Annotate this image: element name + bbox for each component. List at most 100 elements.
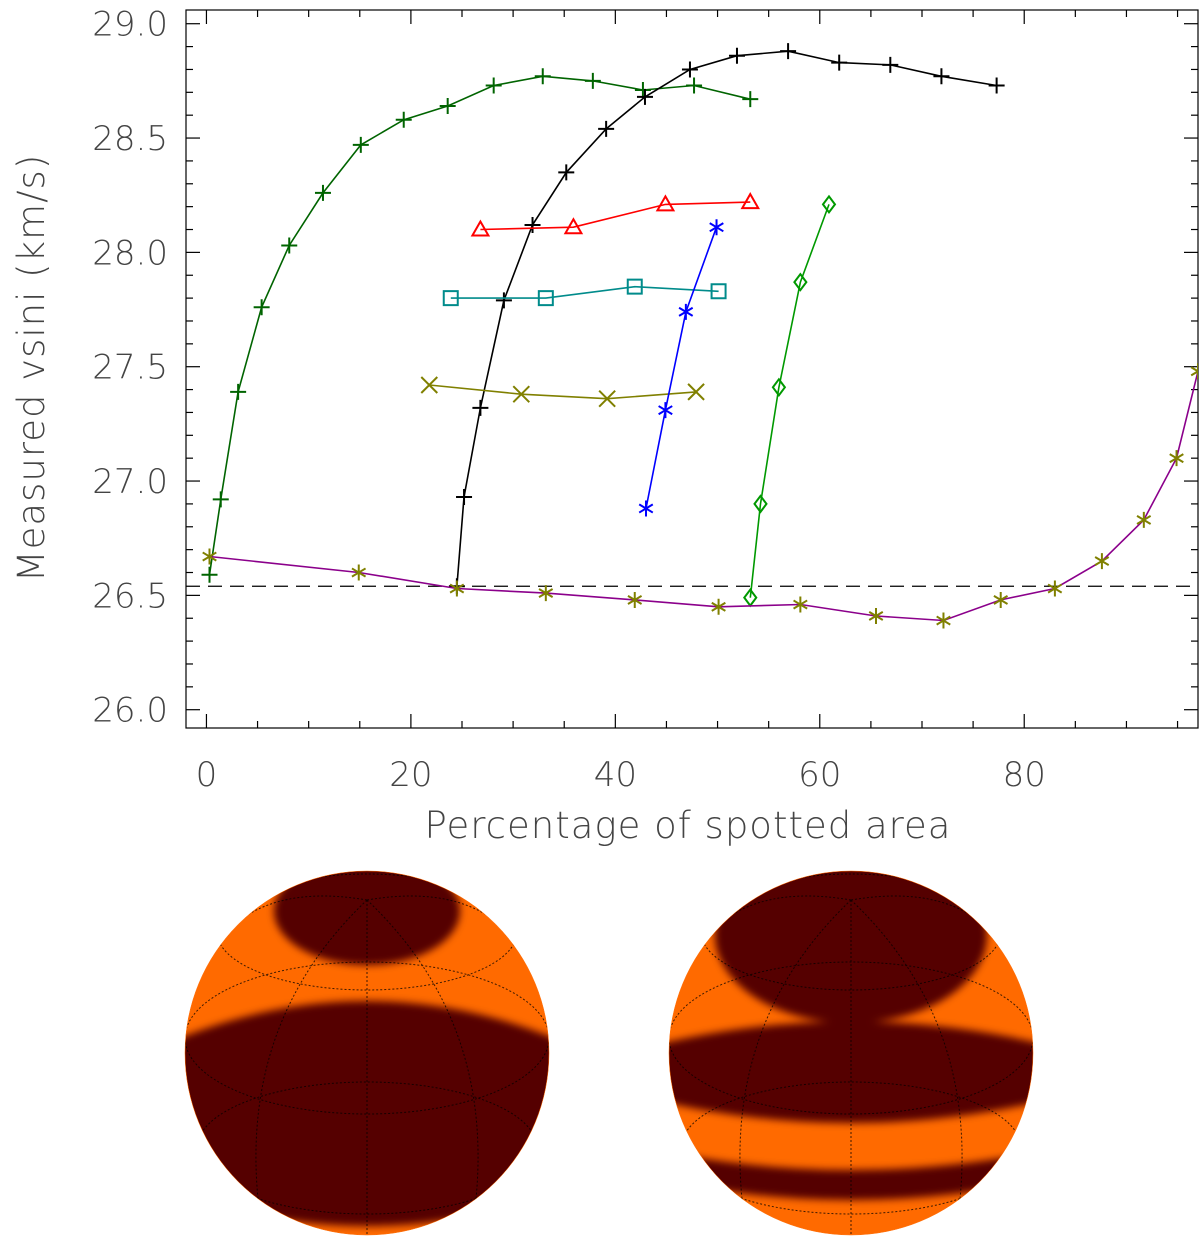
data-point-plus: [933, 68, 950, 85]
data-point-asterisk: [709, 219, 724, 236]
plot-frame: [185, 9, 1199, 729]
data-point-plus: [395, 111, 412, 128]
axis-tick-labels: 0 20 40 60 80 26.0 26.5 27.0 27.5 28.0 28.5 29.0: [92, 5, 1046, 795]
data-point-plus: [681, 61, 698, 78]
data-point-plus: [524, 216, 541, 233]
x-tick-label: 20: [389, 755, 432, 795]
sphere-right-lower-band: [669, 1150, 1033, 1200]
data-point-plus: [352, 136, 369, 153]
data-point-x: [687, 383, 705, 401]
sphere-right: [668, 870, 1034, 1236]
series-line: [749, 204, 830, 598]
data-point-plus: [495, 292, 512, 309]
sphere-left: [184, 870, 550, 1236]
series-3: [470, 192, 760, 237]
series-7: [743, 194, 837, 608]
data-point-diamond: [821, 194, 837, 215]
data-point-diamond: [753, 494, 768, 514]
data-point-triangle: [655, 194, 676, 212]
data-point-asterisk: [793, 596, 808, 613]
data-point-square: [537, 290, 554, 307]
y-tick-label: 28.0: [92, 233, 168, 273]
data-point-plus: [634, 82, 651, 99]
data-point-asterisk: [449, 580, 465, 597]
data-point-asterisk: [993, 591, 1009, 608]
data-point-plus: [281, 237, 298, 254]
y-tick-label: 29.0: [92, 5, 168, 45]
x-tick-label: 0: [196, 755, 218, 795]
y-tick-label: 28.5: [92, 119, 168, 159]
vsini-chart: 0 20 40 60 80 26.0 26.5 27.0 27.5 28.0 28.5 29.0 Pe…: [10, 5, 1199, 847]
data-point-triangle: [470, 219, 491, 237]
data-point-plus: [230, 383, 247, 400]
series-line: [645, 226, 718, 509]
sphere-right-polar-cap: [715, 871, 987, 1023]
data-point-asterisk: [351, 564, 367, 581]
data-point-plus: [742, 91, 759, 108]
data-point-asterisk: [711, 598, 726, 615]
series-line: [209, 371, 1198, 622]
series-line: [480, 201, 751, 231]
data-point-plus: [439, 98, 456, 115]
data-point-asterisk: [538, 585, 554, 602]
data-point-plus: [201, 566, 218, 583]
y-axis-title: Measured vsini (km/s): [10, 154, 53, 583]
series-1: [201, 68, 759, 583]
data-point-diamond: [771, 377, 787, 397]
data-point-asterisk: [868, 607, 884, 624]
data-point-plus: [212, 491, 229, 508]
data-point-asterisk: [678, 303, 694, 320]
y-tick-label: 27.0: [92, 462, 168, 502]
data-point-plus: [456, 489, 473, 506]
data-point-plus: [558, 164, 575, 181]
data-point-plus: [636, 88, 653, 105]
series-layer: [201, 43, 1198, 629]
series-6: [638, 219, 724, 517]
data-point-asterisk: [1190, 363, 1198, 380]
data-point-plus: [534, 68, 551, 85]
series-4: [442, 278, 727, 307]
data-point-asterisk: [638, 500, 654, 517]
data-point-triangle: [563, 217, 584, 235]
data-point-square: [626, 278, 643, 295]
data-point-plus: [728, 47, 745, 64]
data-point-square: [710, 283, 727, 300]
y-tick-label: 26.5: [92, 576, 168, 616]
series-line: [429, 384, 697, 400]
data-point-asterisk: [1169, 450, 1184, 467]
series-5: [420, 376, 705, 408]
data-point-plus: [686, 77, 703, 94]
data-point-plus: [485, 77, 502, 94]
data-point-plus: [314, 184, 331, 201]
series-line: [456, 50, 997, 587]
data-point-plus: [882, 56, 899, 73]
data-point-x: [598, 390, 616, 408]
x-axis-title: Percentage of spotted area: [425, 804, 952, 847]
data-point-asterisk: [1047, 580, 1063, 597]
x-tick-label: 60: [798, 755, 841, 795]
data-point-asterisk: [1094, 553, 1110, 570]
data-point-plus: [780, 43, 797, 60]
axis-ticks: [186, 10, 1198, 728]
series-line: [450, 285, 719, 299]
y-tick-label: 26.0: [92, 691, 168, 731]
data-point-square: [442, 290, 459, 307]
data-point-plus: [988, 77, 1005, 94]
data-point-plus: [598, 120, 615, 137]
data-point-asterisk: [627, 591, 643, 608]
data-point-plus: [584, 72, 601, 89]
series-8: [202, 363, 1198, 629]
x-tick-label: 80: [1003, 755, 1046, 795]
data-point-triangle: [740, 192, 760, 210]
data-point-plus: [831, 54, 848, 71]
data-point-asterisk: [1136, 511, 1152, 528]
data-point-asterisk: [658, 402, 673, 419]
data-point-x: [512, 385, 530, 403]
data-point-diamond: [793, 272, 808, 292]
data-point-plus: [472, 399, 489, 416]
x-tick-label: 40: [594, 755, 637, 795]
data-point-asterisk: [202, 548, 217, 565]
series-2: [448, 43, 1005, 595]
series-line: [208, 75, 751, 575]
